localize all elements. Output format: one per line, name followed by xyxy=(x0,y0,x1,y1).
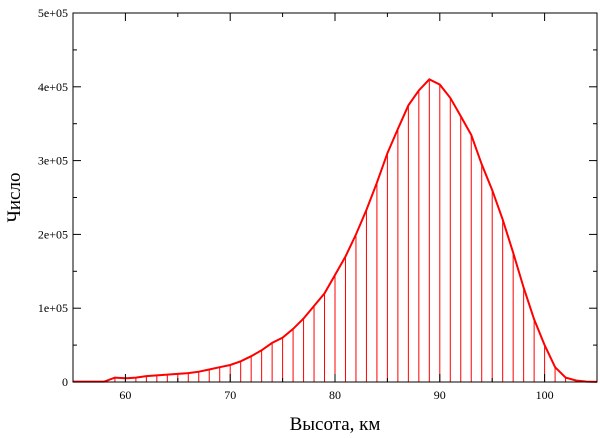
x-tick-label: 100 xyxy=(536,388,554,402)
x-tick-label: 80 xyxy=(329,388,341,402)
y-tick-label: 2e+05 xyxy=(38,227,68,241)
y-tick-label: 4e+05 xyxy=(38,80,68,94)
y-axis-title: Число xyxy=(4,173,25,223)
x-axis-title: Высота, км xyxy=(290,414,381,435)
y-tick-label: 0 xyxy=(62,375,68,389)
x-tick-label: 70 xyxy=(224,388,236,402)
y-tick-label: 3e+05 xyxy=(38,154,68,168)
x-tick-label: 60 xyxy=(119,388,131,402)
y-tick-label: 1e+05 xyxy=(38,301,68,315)
series-line xyxy=(73,78,598,383)
x-axis: 60 70 80 90 100 xyxy=(72,13,598,402)
y-axis: 0 1e+05 2e+05 3e+05 4e+05 5e+05 xyxy=(38,6,597,389)
x-tick-label: 90 xyxy=(434,388,446,402)
y-tick-label: 5e+05 xyxy=(38,6,68,20)
bars-layer xyxy=(72,79,598,382)
